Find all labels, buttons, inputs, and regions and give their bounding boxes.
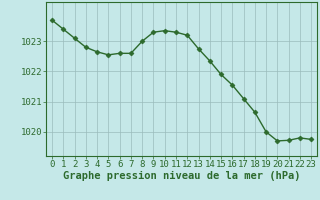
X-axis label: Graphe pression niveau de la mer (hPa): Graphe pression niveau de la mer (hPa) (63, 171, 300, 181)
